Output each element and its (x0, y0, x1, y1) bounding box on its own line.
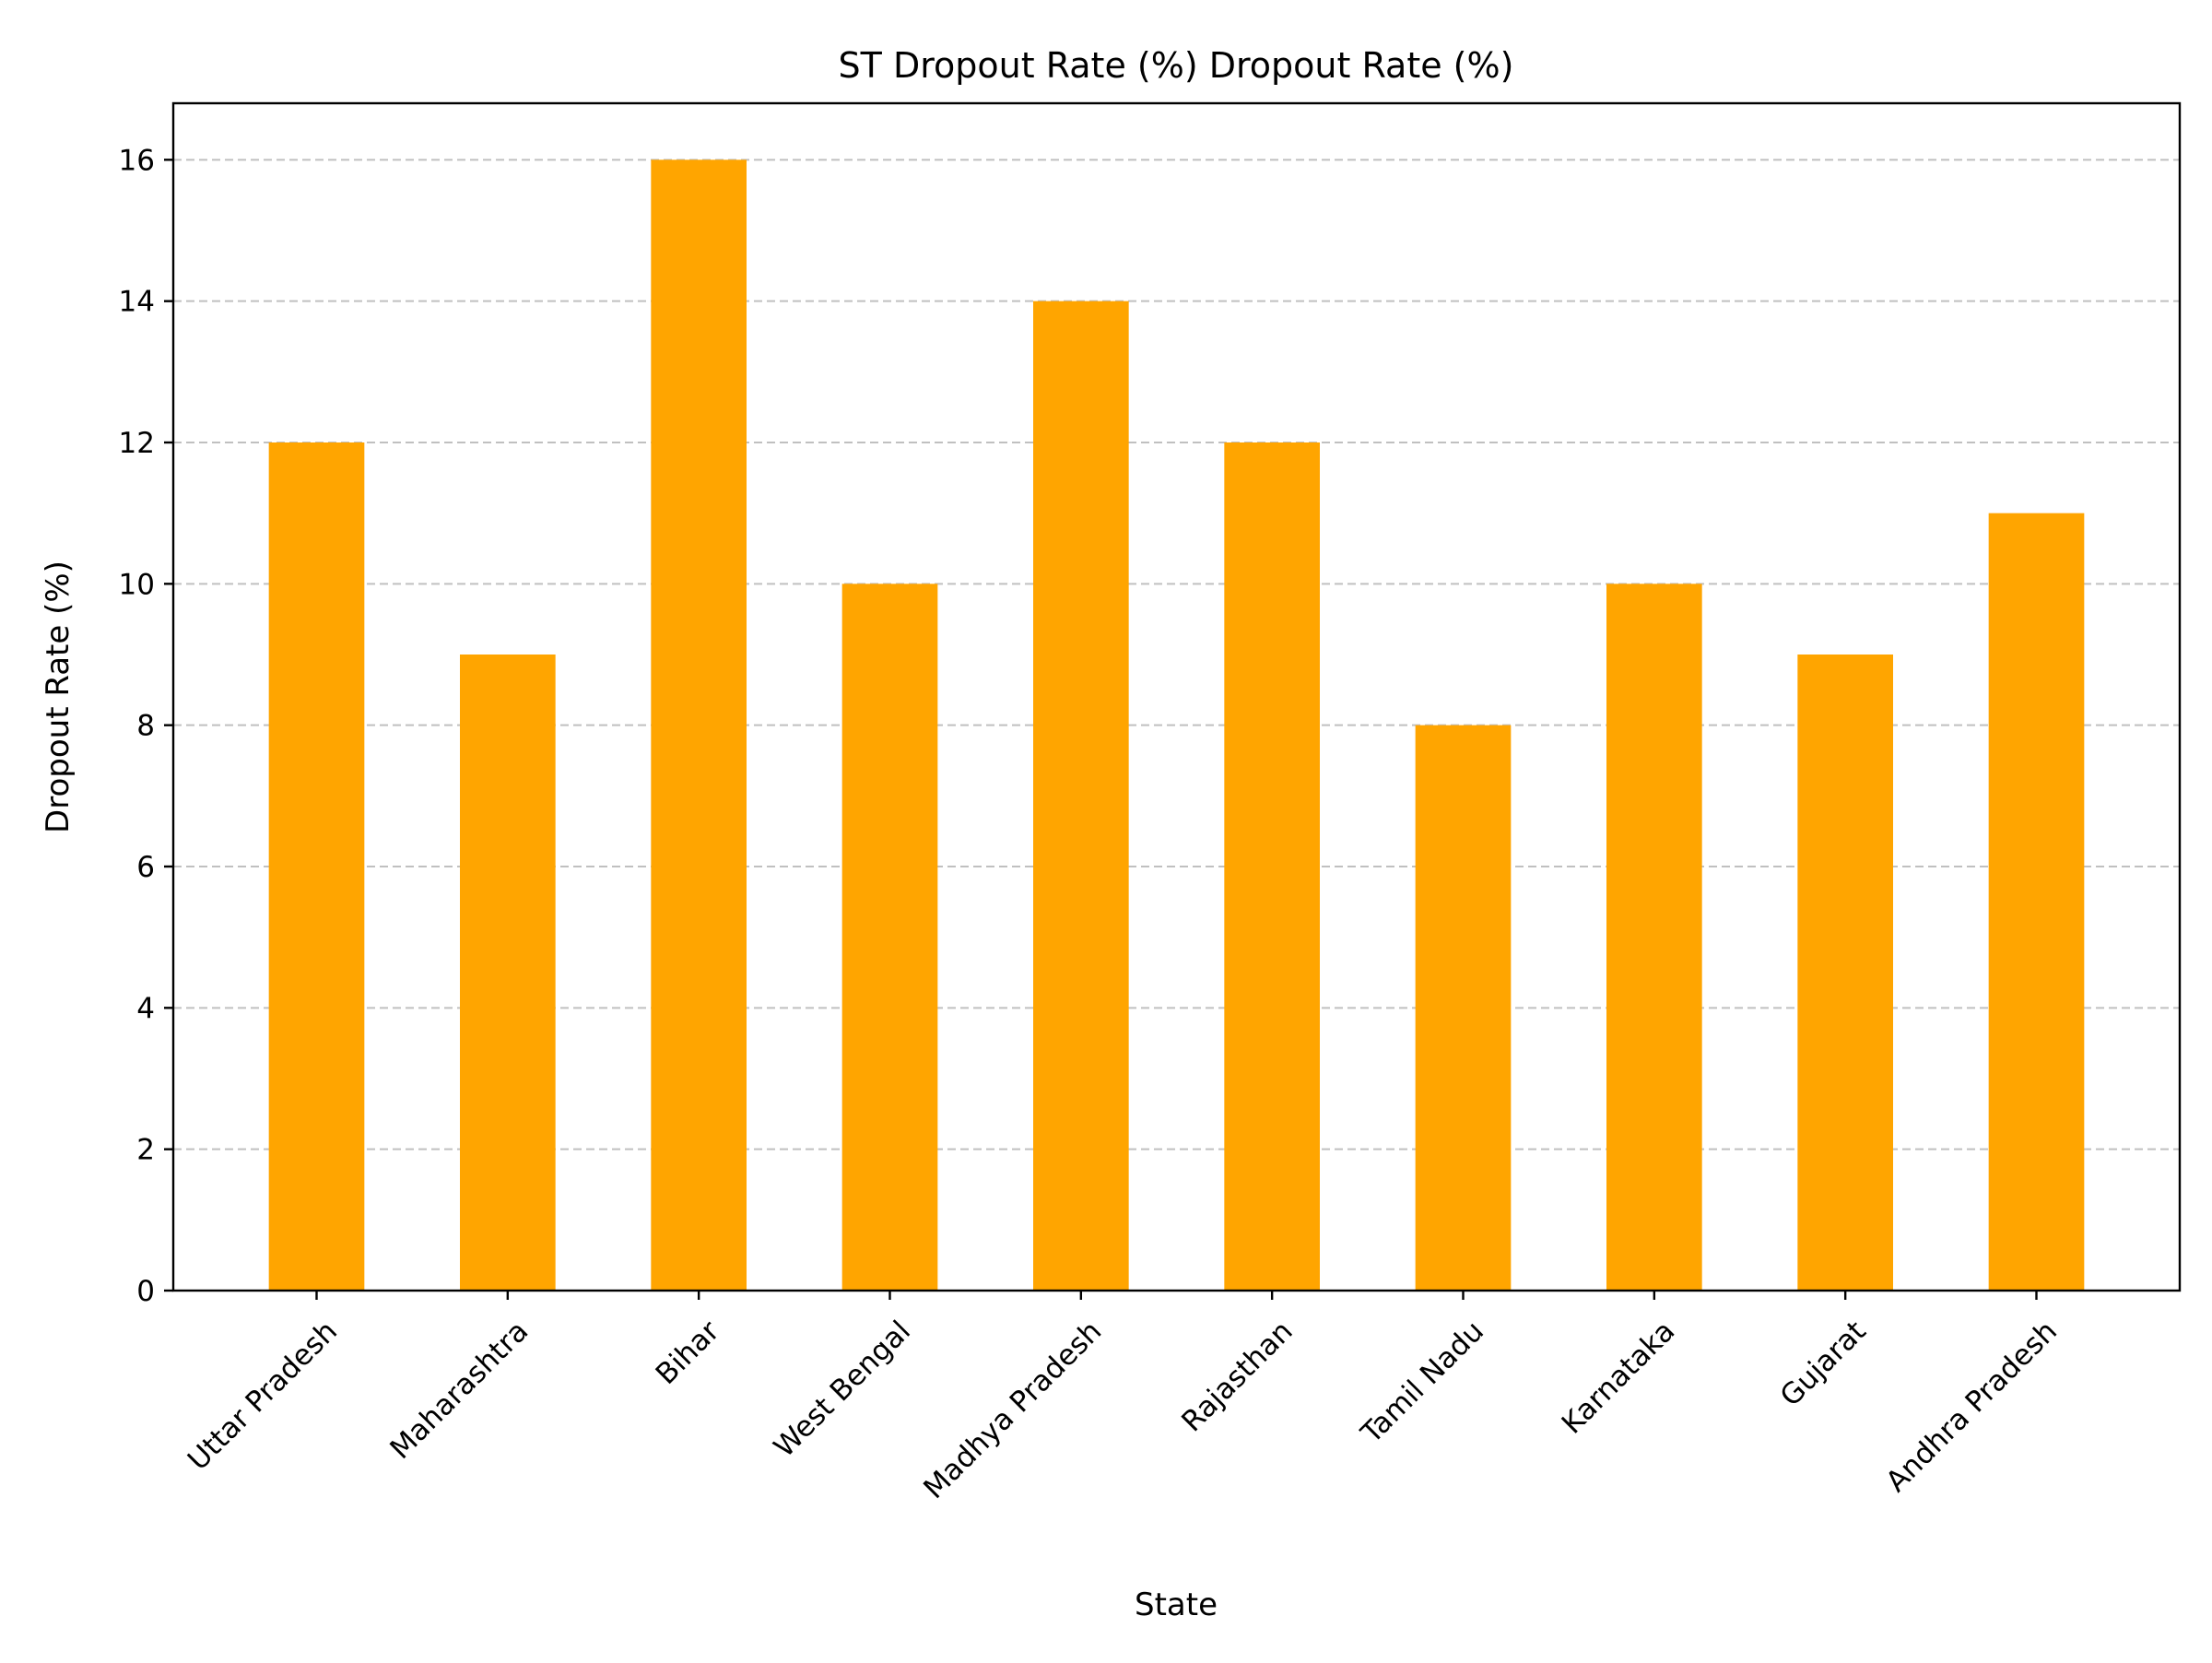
y-tick-label: 12 (119, 427, 155, 460)
y-axis-label: Dropout Rate (%) (40, 560, 76, 833)
y-tick-label: 2 (136, 1134, 155, 1167)
y-tick-label: 0 (136, 1275, 155, 1308)
bar-tamil-nadu (1415, 725, 1512, 1291)
bar-madhya-pradesh (1033, 301, 1129, 1291)
y-tick-label: 14 (119, 286, 155, 319)
y-axis-ticks: 0 2 4 6 8 10 12 14 16 (119, 144, 173, 1308)
bar-rajasthan (1224, 442, 1320, 1291)
bar-west-bengal (841, 584, 938, 1291)
plot-frame (171, 101, 2182, 1292)
y-tick-label: 16 (119, 144, 155, 177)
y-tick-label: 10 (119, 568, 155, 601)
bars (268, 159, 2085, 1291)
bar-uttar-pradesh (268, 442, 365, 1291)
bar-bihar (651, 159, 747, 1291)
bar-karnataka (1606, 584, 1702, 1291)
bar-andhra-pradesh (1988, 513, 2085, 1291)
bar-gujarat (1797, 655, 1893, 1291)
y-tick-label: 4 (136, 992, 155, 1025)
y-tick-label: 8 (136, 710, 155, 743)
chart-title: ST Dropout Rate (%) Dropout Rate (%) (839, 45, 1514, 86)
bar-maharashtra (460, 655, 556, 1291)
y-tick-label: 6 (136, 851, 155, 884)
x-axis-label: State (1135, 1586, 1218, 1623)
